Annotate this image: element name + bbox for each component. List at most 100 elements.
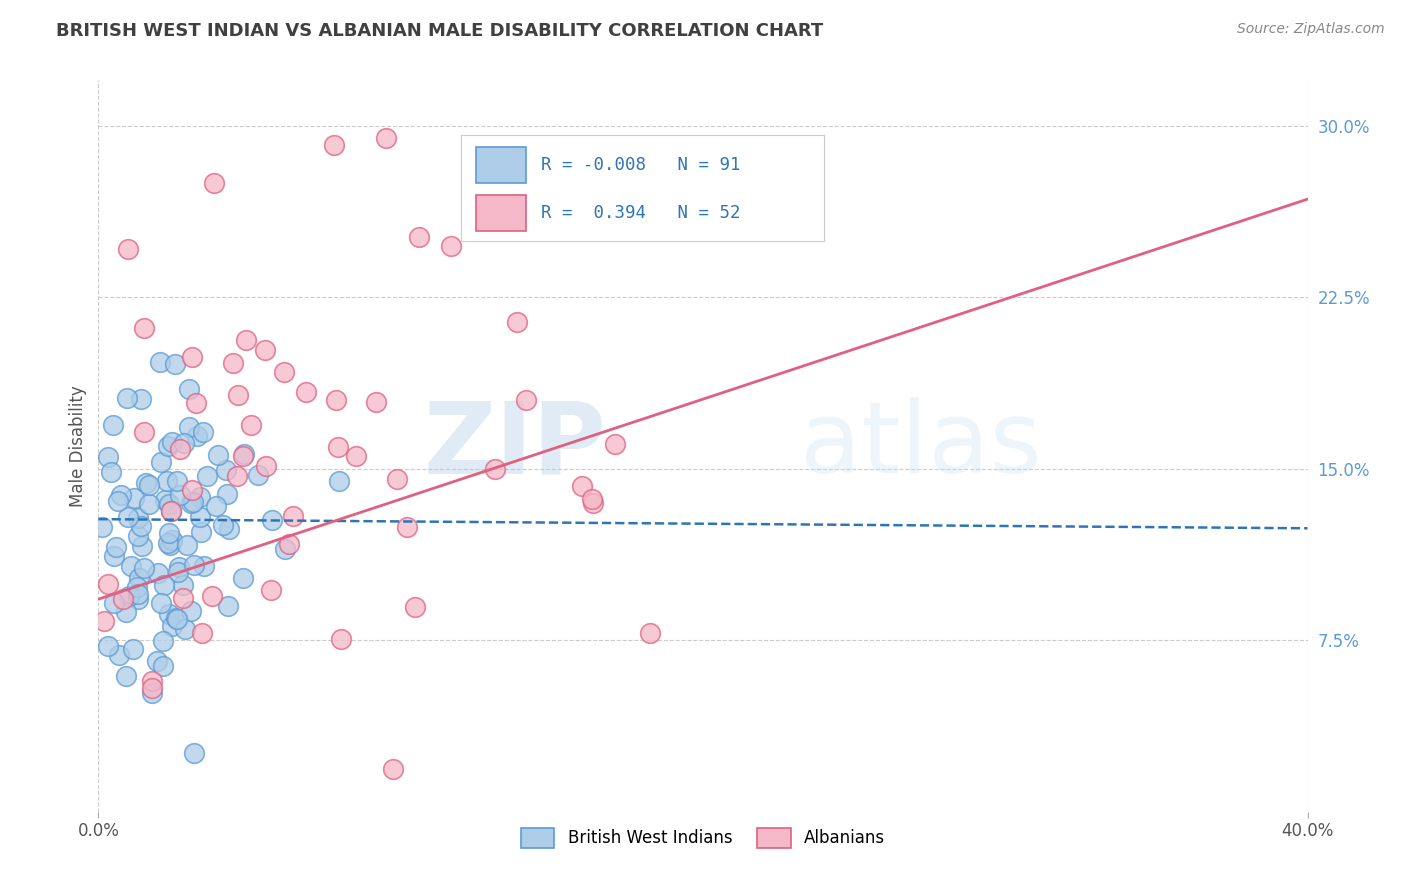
Point: [174, 623, 197, 637]
Point: [118, 589, 141, 603]
Point: [326, 440, 349, 454]
Point: [193, 558, 215, 573]
Point: [197, 469, 219, 483]
Point: [217, 599, 239, 613]
Point: [97, 639, 120, 653]
Point: [273, 365, 295, 379]
Point: [186, 395, 208, 409]
Point: [105, 541, 128, 555]
Y-axis label: Male Disability: Male Disability: [69, 385, 87, 507]
Text: atlas: atlas: [800, 398, 1042, 494]
Point: [202, 176, 225, 190]
Point: [117, 510, 139, 524]
Point: [408, 229, 430, 244]
Point: [515, 393, 537, 408]
Point: [188, 510, 211, 524]
Point: [90, 520, 112, 534]
Point: [159, 538, 181, 552]
Point: [640, 626, 662, 640]
Point: [330, 632, 353, 646]
Point: [155, 493, 177, 508]
Point: [233, 447, 256, 461]
Point: [97, 577, 120, 591]
Point: [157, 525, 180, 540]
Point: [127, 529, 149, 543]
Point: [127, 511, 149, 525]
Point: [131, 518, 153, 533]
Point: [107, 493, 129, 508]
Point: [122, 642, 145, 657]
Point: [571, 478, 593, 492]
Text: ZIP: ZIP: [423, 398, 606, 494]
Point: [122, 491, 145, 505]
Point: [101, 418, 124, 433]
Point: [157, 607, 180, 621]
Point: [205, 499, 228, 513]
Point: [134, 321, 156, 335]
Point: [120, 559, 142, 574]
Point: [186, 429, 208, 443]
Point: [328, 474, 350, 488]
Point: [156, 474, 179, 488]
Point: [167, 565, 190, 579]
Point: [207, 448, 229, 462]
Point: [156, 535, 179, 549]
Legend: British West Indians, Albanians: British West Indians, Albanians: [515, 821, 891, 855]
Point: [180, 496, 202, 510]
Point: [169, 488, 191, 502]
Point: [212, 517, 235, 532]
Point: [505, 315, 527, 329]
Point: [374, 130, 396, 145]
Point: [146, 654, 169, 668]
Point: [179, 382, 201, 396]
Point: [131, 540, 153, 554]
Point: [247, 467, 270, 482]
Point: [117, 242, 139, 256]
Point: [218, 522, 240, 536]
Point: [107, 648, 129, 662]
Point: [93, 614, 115, 628]
Point: [395, 520, 418, 534]
Point: [127, 591, 149, 606]
Point: [152, 634, 174, 648]
Point: [382, 762, 405, 776]
Point: [166, 612, 188, 626]
Point: [201, 590, 224, 604]
Point: [404, 599, 426, 614]
Point: [440, 238, 463, 252]
Point: [460, 190, 482, 204]
Point: [180, 603, 202, 617]
Point: [322, 138, 344, 153]
Point: [188, 490, 211, 504]
Point: [138, 478, 160, 492]
Point: [149, 355, 172, 369]
Point: [100, 465, 122, 479]
Point: [281, 509, 304, 524]
Point: [148, 566, 170, 581]
Point: [166, 474, 188, 488]
Point: [278, 537, 301, 551]
Point: [581, 492, 603, 507]
Point: [132, 425, 155, 439]
Point: [115, 669, 138, 683]
Point: [153, 578, 176, 592]
Text: BRITISH WEST INDIAN VS ALBANIAN MALE DISABILITY CORRELATION CHART: BRITISH WEST INDIAN VS ALBANIAN MALE DIS…: [56, 22, 824, 40]
Point: [191, 625, 214, 640]
Point: [162, 533, 184, 547]
Point: [226, 388, 249, 402]
Point: [235, 333, 257, 347]
Point: [173, 436, 195, 450]
Point: [141, 686, 163, 700]
Point: [135, 475, 157, 490]
Point: [385, 472, 408, 486]
Point: [127, 587, 149, 601]
Point: [172, 578, 194, 592]
Point: [221, 356, 243, 370]
Point: [172, 591, 194, 605]
Point: [215, 487, 238, 501]
Point: [603, 437, 626, 451]
Point: [149, 455, 172, 469]
Point: [260, 513, 283, 527]
Point: [162, 435, 184, 450]
Point: [176, 538, 198, 552]
